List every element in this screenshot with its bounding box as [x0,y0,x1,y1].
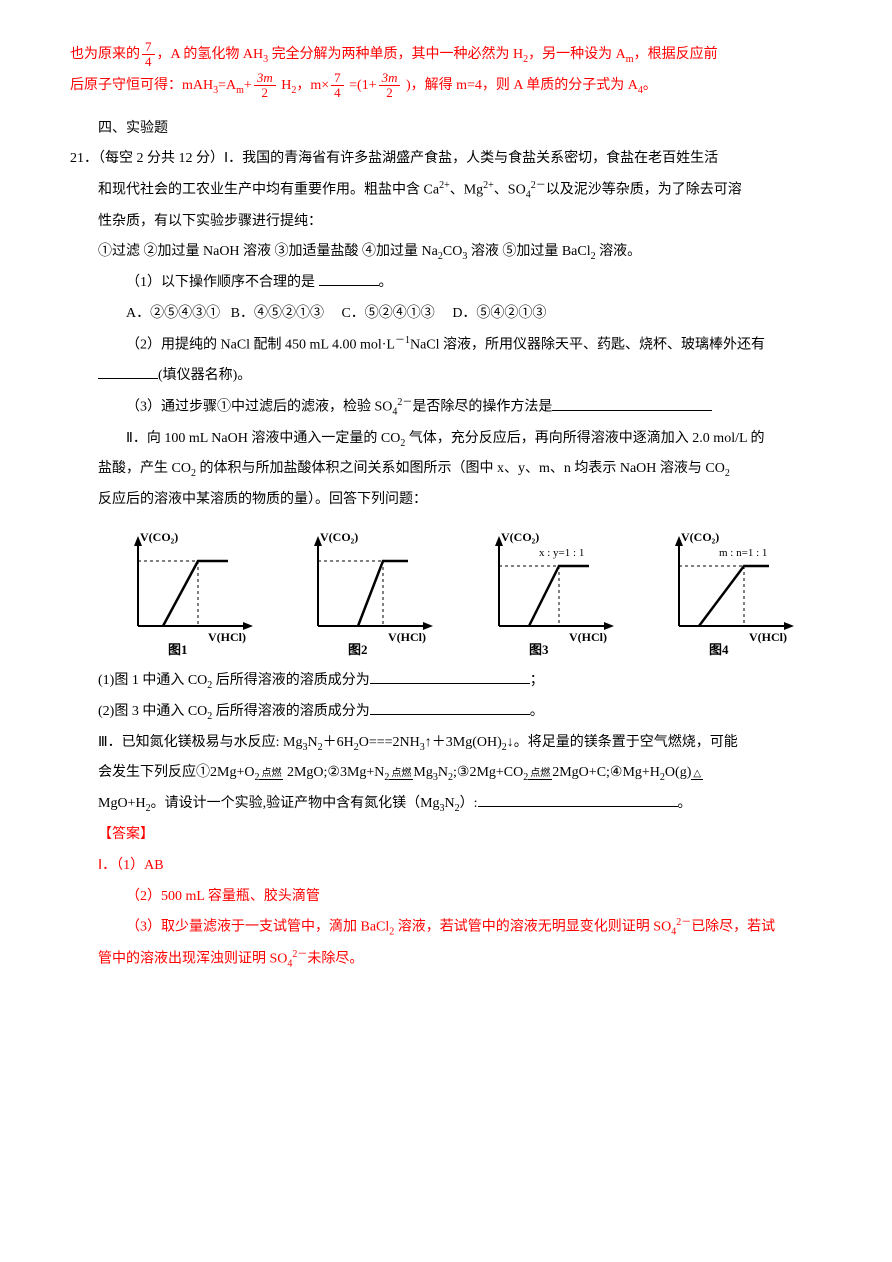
svg-text:V(CO₂): V(CO₂) [140,530,178,544]
text: 也为原来的 [70,47,140,62]
section-4-title: 四、实验题 [70,114,822,145]
svg-text:x : y=1 : 1: x : y=1 : 1 [539,547,584,559]
chart-2: V(CO₂) V(HCl) 图2 [293,526,448,656]
answer-explanation-line2: 后原子守恒可得：mAH3=Am+3m2 H2，m×74 =(1+3m2 )，解得… [70,71,822,102]
q21-part2-line2: 盐酸，产生 CO2 的体积与所加盐酸体积之间关系如图所示（图中 x、y、m、n … [98,454,822,485]
svg-text:m : n=1 : 1: m : n=1 : 1 [719,547,767,559]
text: 完全分解为两种单质，其中一种必然为 H [268,47,523,62]
svg-text:图1: 图1 [168,642,188,656]
svg-text:图3: 图3 [529,642,549,656]
text: ，A 的氢化物 AH [157,47,264,62]
q21-part3-line2: 会发生下列反应①2Mg+O2点燃 2MgO;②3Mg+N2点燃Mg3N2;③2M… [98,758,822,789]
option-c: C．⑤②④①③ [341,306,434,321]
blank-fill [98,365,158,379]
svg-text:V(HCl): V(HCl) [569,630,607,644]
condition-combust: 点燃 [259,768,283,780]
fraction-7-4: 74 [142,40,155,70]
q21-sub3: （3）通过步骤①中过滤后的滤液，检验 SO42－是否除尽的操作方法是 [98,392,822,423]
q21-sub1: （1）以下操作顺序不合理的是 。 [98,268,822,299]
fraction-3m-2-b: 3m2 [379,71,401,101]
answer-title: 【答案】 [98,820,822,851]
option-b: B．④⑤②①③ [231,306,324,321]
option-d: D．⑤④②①③ [452,306,546,321]
q21-graph1: (1)图 1 中通入 CO2 后所得溶液的溶质成分为； [98,666,822,697]
answer-2: （2）500 mL 容量瓶、胶头滴管 [98,882,822,913]
chart-4: V(CO₂) V(HCl) m : n=1 : 1 图4 [654,526,809,656]
q21-line3: 性杂质，有以下实验步骤进行提纯： [98,207,822,238]
answer-3-cont: 管中的溶液出现浑浊则证明 SO42－未除尽。 [98,944,822,975]
q21-part2-line1: Ⅱ．向 100 mL NaOH 溶液中通入一定量的 CO2 气体，充分反应后，再… [98,424,822,455]
blank-fill [319,272,379,286]
svg-text:V(CO₂): V(CO₂) [320,530,358,544]
text: ，另一种设为 A [528,47,626,62]
q21-part3-line1: Ⅲ．已知氮化镁极易与水反应: Mg3N2＋6H2O===2NH3↑＋3Mg(OH… [98,728,822,759]
q21-line2: 和现代社会的工农业生产中均有重要作用。粗盐中含 Ca2+、Mg2+、SO42－以… [98,175,822,206]
fraction-3m-2: 3m2 [254,71,276,101]
q21-sub2-cont: (填仪器名称)。 [98,361,822,392]
svg-text:图2: 图2 [348,642,368,656]
q21-part3-line3: MgO+H2。请设计一个实验,验证产物中含有氮化镁（Mg3N2）:。 [98,789,822,820]
chart-3: V(CO₂) V(HCl) x : y=1 : 1 图3 [474,526,629,656]
blank-fill [478,793,678,807]
q21-sub2: （2）用提纯的 NaCl 配制 450 mL 4.00 mol·L－1NaCl … [98,330,822,361]
blank-fill [370,670,530,684]
svg-text:V(HCl): V(HCl) [749,630,787,644]
svg-text:V(HCl): V(HCl) [208,630,246,644]
answer-1: Ⅰ．（1）AB [98,851,822,882]
blank-fill [370,701,530,715]
chart-1: V(CO₂) V(HCl) 图1 [113,526,268,656]
option-a: A．②⑤④③① [126,306,220,321]
answer-3: （3）取少量滤液于一支试管中，滴加 BaCl2 溶液，若试管中的溶液无明显变化则… [98,912,822,943]
q21-intro: 21．（每空 2 分共 12 分）Ⅰ．我国的青海省有许多盐湖盛产食盐，人类与食盐… [98,144,822,175]
condition-heat: △ [691,768,703,780]
q21-options: A．②⑤④③① B．④⑤②①③ C．⑤②④①③ D．⑤④②①③ [98,299,822,330]
svg-text:V(HCl): V(HCl) [388,630,426,644]
text: ，根据反应前 [634,47,718,62]
svg-text:图4: 图4 [709,642,729,656]
svg-text:V(CO₂): V(CO₂) [681,530,719,544]
charts-row: V(CO₂) V(HCl) 图1 V(CO₂) V(HCl) 图2 [70,526,822,656]
answer-explanation-line1: 也为原来的74，A 的氢化物 AH3 完全分解为两种单质，其中一种必然为 H2，… [70,40,822,71]
svg-text:V(CO₂): V(CO₂) [501,530,539,544]
condition-combust: 点燃 [389,768,413,780]
blank-fill [552,397,712,411]
condition-combust: 点燃 [528,768,552,780]
q21-graph3: (2)图 3 中通入 CO2 后所得溶液的溶质成分为。 [98,697,822,728]
fraction-7-4-b: 74 [331,71,344,101]
q21-part2-line3: 反应后的溶液中某溶质的物质的量）。回答下列问题： [98,485,822,516]
q21-steps: ①过滤 ②加过量 NaOH 溶液 ③加适量盐酸 ④加过量 Na2CO3 溶液 ⑤… [98,237,822,268]
